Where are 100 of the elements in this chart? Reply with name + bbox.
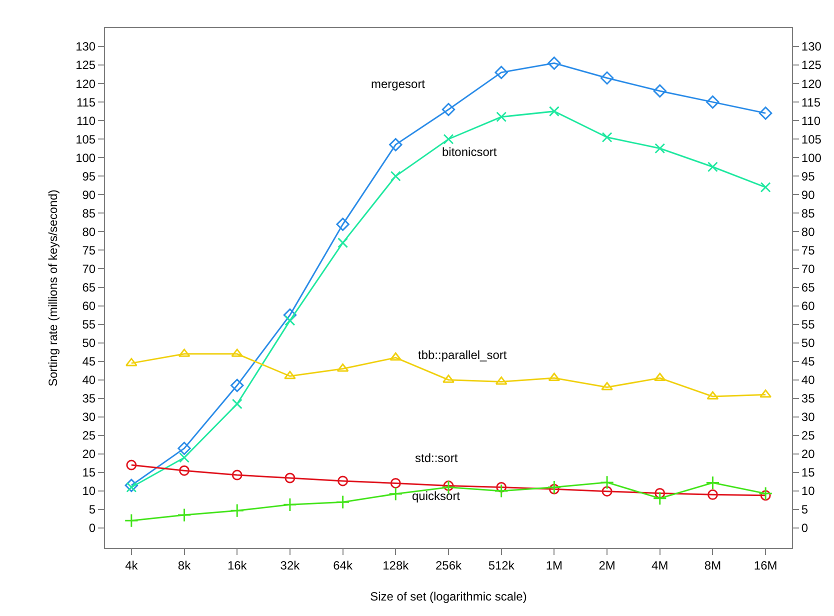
y-tick-label: 90	[82, 188, 96, 202]
point	[548, 106, 560, 117]
point	[390, 352, 402, 361]
point	[548, 56, 561, 70]
point	[654, 488, 666, 498]
point	[652, 491, 667, 506]
x-tick-label: 16M	[754, 558, 778, 572]
y-tick-label: 125	[76, 58, 96, 72]
text: mergesort	[371, 77, 426, 91]
y2-tick-label: 130	[801, 40, 822, 54]
y2-tick-label: 95	[801, 169, 816, 184]
x-tick-label: 16k	[227, 558, 248, 572]
y2-tick-label: 15	[801, 466, 816, 480]
point	[547, 480, 562, 494]
point	[654, 143, 666, 154]
point	[653, 84, 666, 98]
y-tick-label: 75	[82, 243, 96, 258]
point	[282, 498, 298, 512]
point	[124, 514, 138, 528]
y2-tick-label: 80	[801, 224, 816, 239]
y2-tick-label: 100	[801, 150, 822, 165]
x-axis-title: Size of set (logarithmic scale)	[370, 589, 527, 604]
y2-tick-label: 115	[801, 95, 821, 110]
point	[443, 480, 454, 492]
y-tick-label: 55	[82, 318, 96, 332]
x-tick-label: 8M	[704, 558, 722, 572]
point	[758, 486, 773, 501]
point	[177, 508, 192, 522]
point	[232, 470, 242, 480]
x-tick-label: 256k	[435, 558, 463, 572]
point	[336, 218, 350, 231]
y2-tick-label: 25	[801, 428, 816, 443]
y-tick-label: 70	[82, 262, 96, 276]
y-tick-label: 110	[76, 114, 96, 128]
y-tick-label: 80	[82, 224, 96, 239]
y2-tick-label: 10	[801, 484, 816, 498]
point	[125, 358, 138, 366]
point	[602, 132, 612, 143]
point	[760, 389, 772, 398]
x-tick-label: 2M	[598, 558, 616, 572]
x-tick-label: 128k	[382, 558, 410, 572]
y-axis-title: Sorting rate (millions of keys/second)	[46, 190, 60, 386]
y2-tick-label: 90	[801, 188, 816, 202]
y2-tick-label: 30	[801, 410, 816, 424]
y-tick-label: 105	[76, 132, 96, 146]
point	[284, 472, 296, 484]
y2-tick-label: 35	[801, 392, 816, 406]
x-tick-label: 64k	[333, 558, 354, 572]
point	[496, 112, 507, 122]
y2-tick-label: 105	[801, 132, 822, 146]
y-tick-label: 0	[88, 521, 96, 536]
y-tick-label: 45	[82, 354, 96, 369]
point	[126, 482, 137, 493]
point	[760, 182, 771, 193]
y-tick-label: 40	[82, 373, 96, 388]
point	[600, 475, 614, 490]
point	[494, 484, 508, 498]
point	[179, 452, 190, 463]
x-tick-label: 8k	[178, 558, 192, 572]
y2-tick-label: 75	[801, 243, 816, 258]
point	[230, 378, 244, 392]
point	[600, 71, 614, 85]
point	[706, 391, 719, 400]
y-tick-label: 15	[82, 466, 96, 480]
y-tick-label: 30	[82, 410, 96, 424]
y2-tick-label: 5	[801, 502, 808, 517]
y-tick-label: 120	[76, 76, 96, 91]
series-label: bitonicsort	[442, 145, 498, 159]
point	[442, 102, 456, 116]
point	[389, 138, 402, 152]
y2-tick-label: 40	[801, 373, 816, 388]
point	[232, 398, 242, 410]
point	[442, 374, 454, 383]
point	[443, 134, 454, 144]
point	[126, 460, 137, 470]
y2-tick-label: 85	[801, 206, 816, 220]
series-label: std::sort	[415, 451, 458, 465]
point	[284, 370, 296, 380]
y-tick-label: 130	[76, 40, 96, 54]
y2-tick-label: 45	[801, 354, 816, 369]
y-tick-label: 50	[82, 336, 96, 350]
point	[707, 162, 718, 172]
y-tick-label: 60	[82, 298, 96, 313]
y-tick-label: 65	[82, 280, 96, 294]
point	[338, 476, 348, 486]
point	[390, 170, 401, 182]
point	[390, 478, 401, 488]
point	[706, 95, 720, 109]
x-tick-label: 512k	[488, 558, 516, 572]
y2-tick-label: 70	[801, 262, 816, 276]
point	[336, 363, 349, 372]
y-tick-label: 5	[88, 502, 96, 517]
y-tick-label: 20	[82, 447, 96, 462]
y-tick-label: 95	[82, 169, 96, 184]
y2-tick-label: 20	[801, 447, 816, 462]
point	[758, 106, 772, 120]
point	[495, 376, 508, 385]
y2-tick-label: 125	[801, 58, 822, 72]
y-tick-label: 35	[82, 392, 96, 406]
point	[548, 484, 560, 494]
